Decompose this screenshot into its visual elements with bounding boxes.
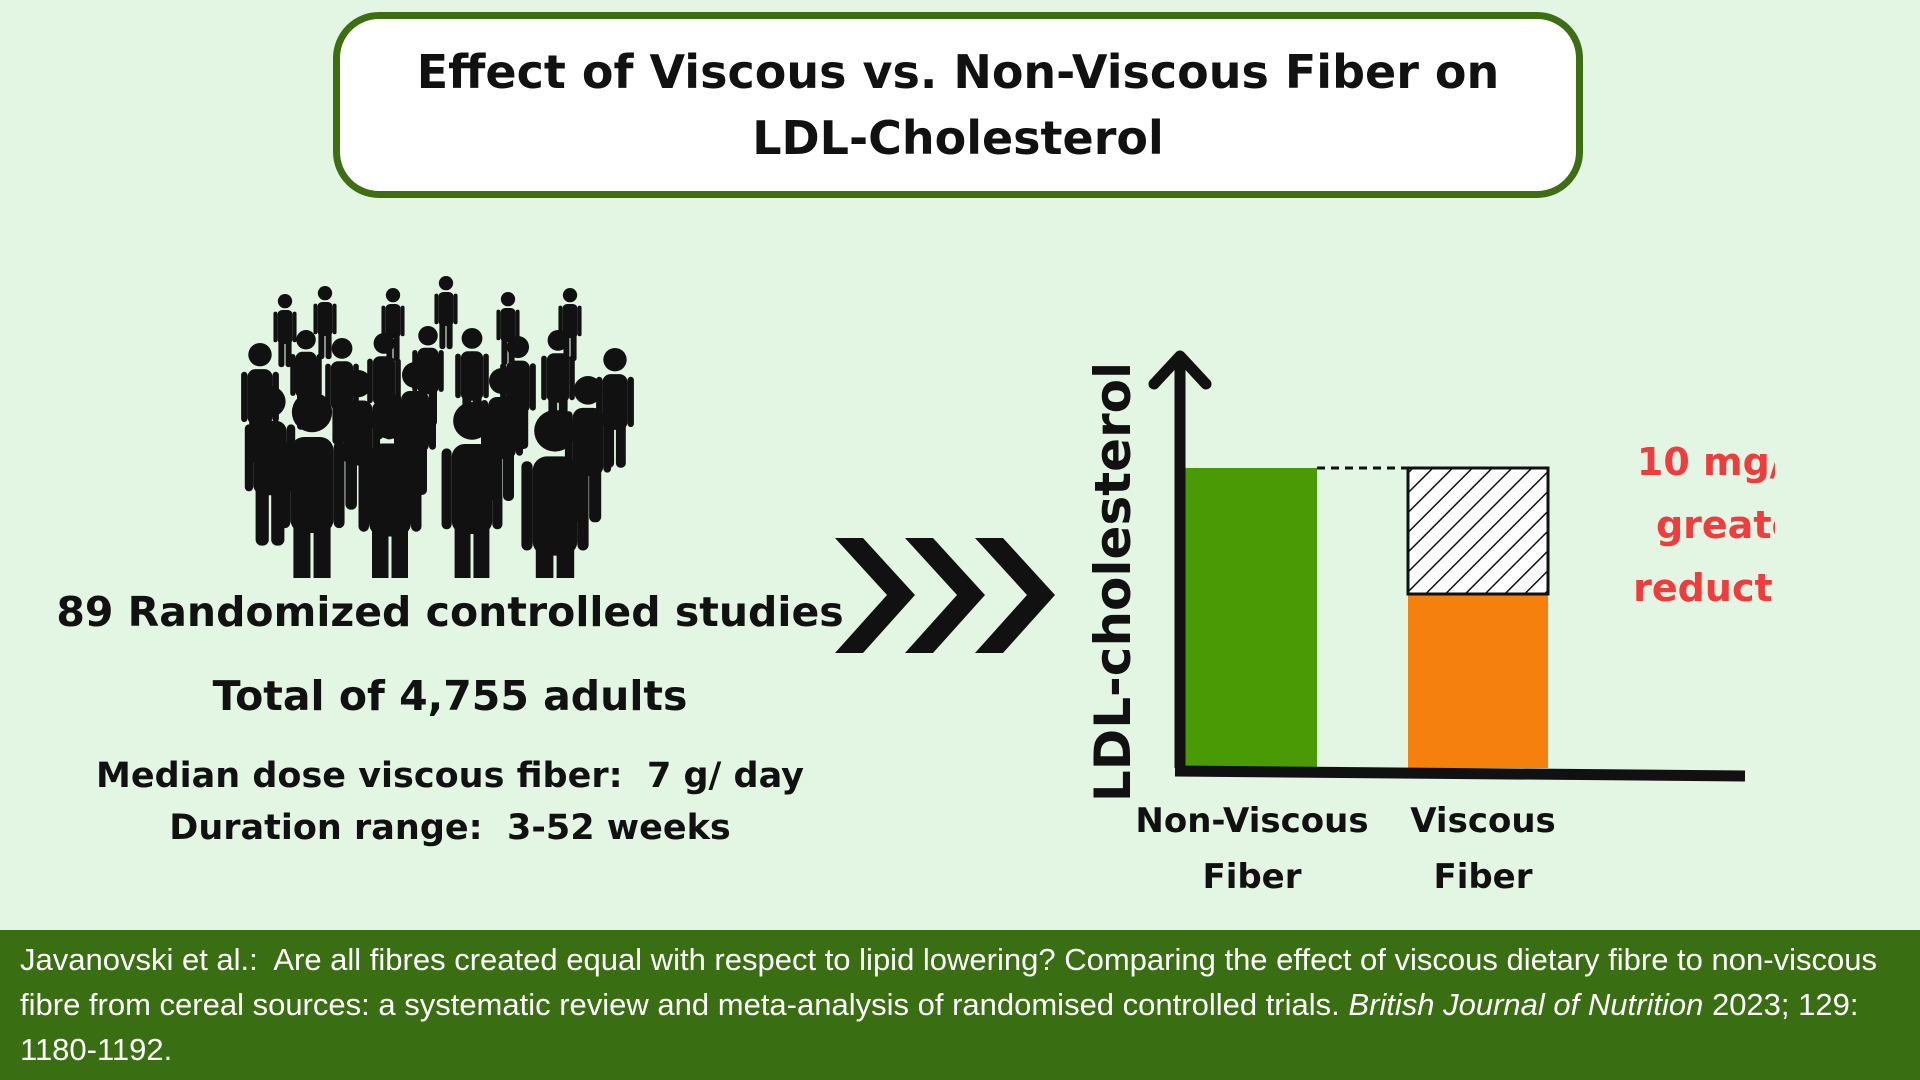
- chevron-1: [835, 538, 915, 653]
- x-tick-label-viscous-line1: Viscous: [1410, 801, 1556, 841]
- ldl-chart: LDL-cholesterol Non-Viscous Fiber Viscou…: [1084, 350, 1775, 897]
- citation-article: Are all fibres created equal with respec…: [20, 942, 1877, 1022]
- person-silhouette: [358, 400, 422, 578]
- y-axis-label: LDL-cholesterol: [1084, 362, 1142, 802]
- x-axis: [1174, 765, 1746, 782]
- person-silhouette: [434, 276, 458, 350]
- title-box: Effect of Viscous vs. Non-Viscous Fiber …: [333, 12, 1583, 198]
- annotation-line-2: greater: [1656, 503, 1775, 547]
- person-silhouette: [441, 402, 503, 578]
- person-silhouette: [558, 288, 582, 362]
- duration-range-label: Duration range:: [169, 808, 483, 848]
- participants-total: Total of 4,755 adults: [212, 672, 688, 720]
- duration-range-value: 3-52 weeks: [506, 808, 731, 848]
- citation-authors: Javanovski et al.:: [20, 942, 258, 977]
- title-line-2: LDL-Cholesterol: [752, 111, 1164, 165]
- annotation-line-1: 10 mg/dL: [1637, 440, 1775, 484]
- median-dose: Median dose viscous fiber: 7 g/ day: [0, 756, 900, 796]
- person-silhouette: [273, 294, 297, 368]
- y-axis-arrowhead: [1148, 350, 1212, 390]
- x-tick-label-non-viscous-line2: Fiber: [1202, 857, 1301, 897]
- crowd-of-people-icon: [241, 276, 634, 578]
- chevron-2: [905, 538, 985, 653]
- bar-non-viscous-fiber: [1177, 468, 1317, 768]
- chevron-3: [975, 538, 1055, 653]
- triple-chevron-right-icon: [835, 538, 1055, 653]
- citation-journal: British Journal of Nutrition: [1348, 987, 1704, 1022]
- x-tick-label-non-viscous-line1: Non-Viscous: [1135, 801, 1368, 841]
- person-silhouette: [381, 288, 405, 362]
- studies-count: 89 Randomized controlled studies: [56, 588, 844, 636]
- annotation-line-3: reduction: [1633, 566, 1775, 610]
- duration-range: Duration range: 3-52 weeks: [0, 808, 900, 848]
- median-dose-value: 7 g/ day: [646, 756, 804, 796]
- citation-details: 2023; 129: 1180-1192.: [20, 987, 1859, 1067]
- title-line-1: Effect of Viscous vs. Non-Viscous Fiber …: [416, 45, 1500, 99]
- median-dose-label: Median dose viscous fiber:: [96, 756, 623, 796]
- person-silhouette: [313, 286, 337, 360]
- hatched-reduction-segment: [1406, 466, 1550, 596]
- person-silhouette: [279, 392, 345, 578]
- x-tick-label-viscous-line2: Fiber: [1433, 857, 1532, 897]
- citation-footer: Javanovski et al.: Are all fibres create…: [0, 930, 1920, 1080]
- person-silhouette: [521, 410, 589, 578]
- bar-viscous-fiber: [1408, 594, 1548, 768]
